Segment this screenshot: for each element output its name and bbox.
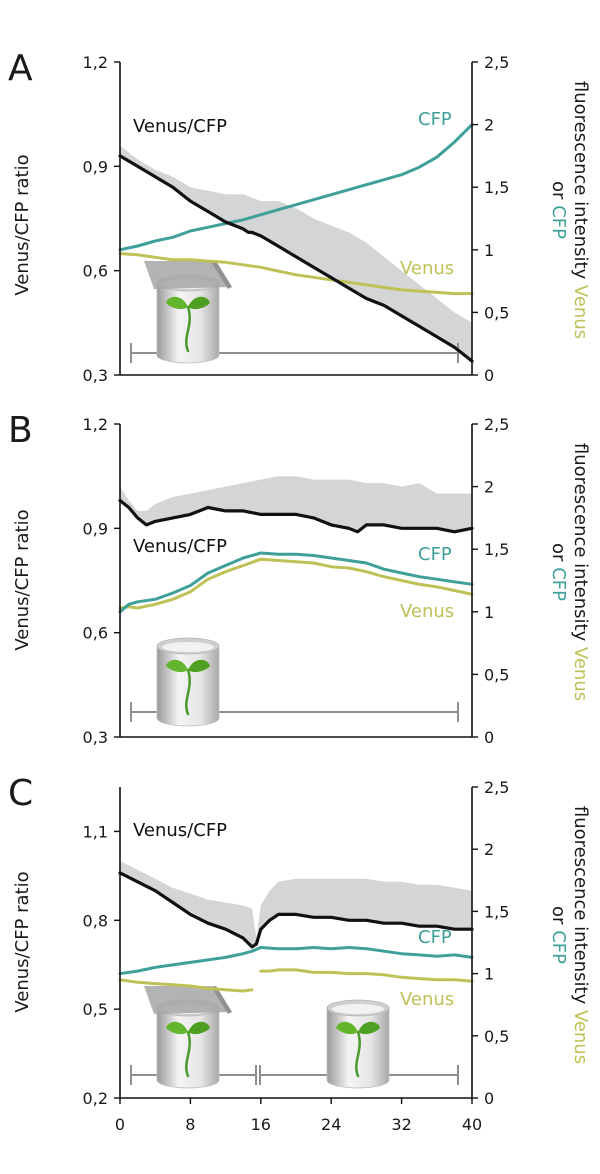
y-left-tick-label: 1,1 — [83, 822, 108, 841]
x-axis-tick-labels: 0 8 16 24 32 40 — [115, 1098, 482, 1134]
cfp-line — [118, 946, 474, 976]
y-right-tick-label: 2 — [484, 478, 494, 497]
y-axis-right-label: fluorescence intensity Venusor CFP — [548, 806, 591, 1064]
ratio-variability-band — [120, 145, 472, 362]
y-right-tick-label: 1,5 — [484, 902, 509, 921]
y-right-tick-label: 0 — [484, 366, 494, 385]
y-right-tick-label: 2 — [484, 116, 494, 135]
ratio-line — [118, 498, 474, 534]
x-tick-label: 32 — [391, 1115, 411, 1134]
y-left-tick-label: 0,6 — [83, 262, 108, 281]
y-right-tick-label: 1,5 — [484, 540, 509, 559]
y-right-tick-label: 2 — [484, 840, 494, 859]
open-container-seedling-icon — [156, 637, 220, 727]
x-tick-label: 0 — [115, 1115, 125, 1134]
venus-line — [118, 978, 254, 993]
ratio-line — [118, 154, 474, 363]
venus-line — [118, 557, 474, 610]
panel-letter: A — [8, 48, 33, 89]
ratio-variability-band — [120, 861, 472, 947]
y-left-tick-label: 0,8 — [83, 911, 108, 930]
panel-a: A 0,3 0,6 0,9 1,2 0 0,5 1 1,5 2 2,5 Venus/CFP rat… — [8, 48, 591, 385]
venus-line — [118, 252, 474, 296]
venus-annotation: Venus — [400, 258, 454, 279]
y-right-tick-label: 1 — [484, 603, 494, 622]
ratio-annotation: Venus/CFP — [133, 536, 227, 557]
y-left-tick-label: 0,6 — [83, 624, 108, 643]
y-left-tick-label: 0,5 — [83, 1000, 108, 1019]
y-left-tick-label: 0,3 — [83, 728, 108, 747]
lidded-container-seedling-icon — [144, 986, 232, 1089]
panel-b: B 0,3 0,6 0,9 1,2 0 0,5 1 1,5 2 2,5 Venus/CFP rat… — [8, 410, 591, 747]
y-right-tick-label: 1,5 — [484, 178, 509, 197]
y-axis-right-label: fluorescence intensity Venusor CFP — [548, 81, 591, 339]
y-left-tick-label: 0,9 — [83, 157, 108, 176]
y-right-tick-label: 1 — [484, 965, 494, 984]
venus-annotation: Venus — [400, 601, 454, 622]
ratio-annotation: Venus/CFP — [133, 116, 227, 137]
x-tick-label: 24 — [321, 1115, 341, 1134]
y-left-tick-label: 0,3 — [83, 366, 108, 385]
y-right-tick-label: 2,5 — [484, 53, 509, 72]
ratio-variability-band — [120, 476, 472, 532]
y-axis-right-label: fluorescence intensity Venusor CFP — [548, 443, 591, 701]
y-axis-left-label: Venus/CFP ratio — [12, 871, 33, 1012]
y-right-tick-label: 0,5 — [484, 665, 509, 684]
y-right-tick-label: 0 — [484, 728, 494, 747]
cfp-line — [118, 551, 474, 614]
x-tick-label: 40 — [462, 1115, 482, 1134]
y-right-tick-label: 2,5 — [484, 778, 509, 797]
x-tick-label: 8 — [185, 1115, 195, 1134]
panel-letter: B — [8, 410, 33, 451]
venus-annotation: Venus — [400, 989, 454, 1010]
venus-line — [259, 968, 474, 983]
y-left-tick-label: 0,2 — [83, 1089, 108, 1108]
open-container-seedling-icon — [326, 999, 390, 1089]
y-axis-left-label: Venus/CFP ratio — [12, 154, 33, 295]
panel-letter: C — [8, 773, 33, 814]
y-left-tick-label: 1,2 — [83, 53, 108, 72]
panel-c: C 0,2 0,5 0,8 1,1 0 0,5 1 1,5 2 2,5 Venus/CFP rat… — [8, 773, 591, 1108]
lidded-container-seedling-icon — [144, 261, 232, 364]
y-left-tick-label: 1,2 — [83, 415, 108, 434]
ratio-annotation: Venus/CFP — [133, 820, 227, 841]
y-right-tick-label: 0 — [484, 1089, 494, 1108]
y-left-tick-label: 0,9 — [83, 519, 108, 538]
cfp-annotation: CFP — [418, 927, 452, 948]
cfp-line — [118, 123, 474, 252]
x-tick-label: 16 — [251, 1115, 271, 1134]
y-right-tick-label: 1 — [484, 241, 494, 260]
y-right-tick-label: 0,5 — [484, 1027, 509, 1046]
cfp-annotation: CFP — [418, 544, 452, 565]
cfp-annotation: CFP — [418, 109, 452, 130]
y-axis-left-label: Venus/CFP ratio — [12, 509, 33, 650]
y-right-tick-label: 0,5 — [484, 303, 509, 322]
y-right-tick-label: 2,5 — [484, 415, 509, 434]
ratio-line — [118, 871, 474, 949]
